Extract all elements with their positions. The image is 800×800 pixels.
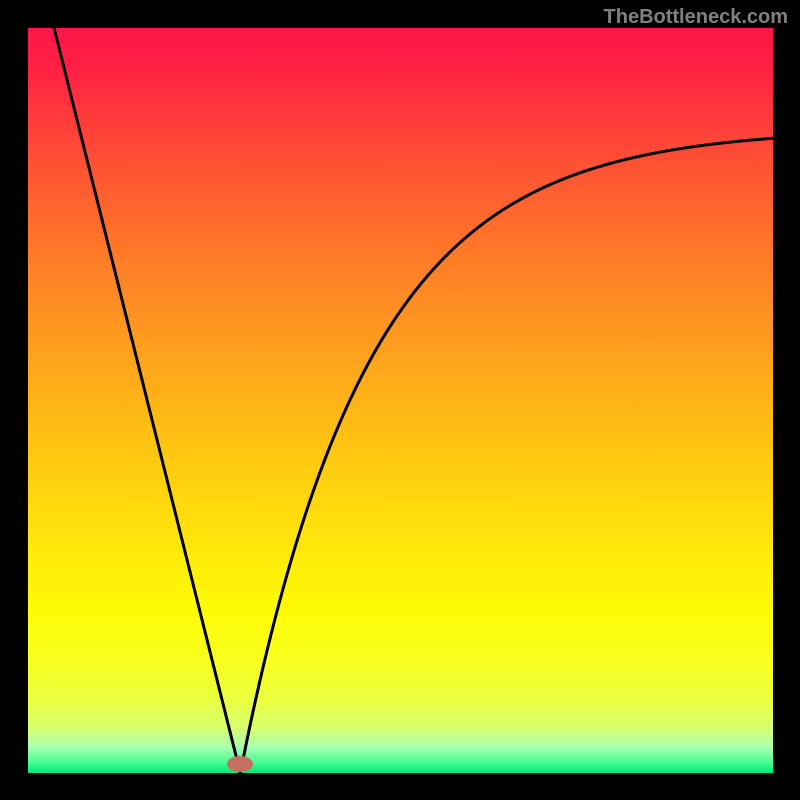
- bottleneck-curve: [0, 0, 800, 800]
- minimum-marker: [227, 756, 253, 772]
- watermark-text: TheBottleneck.com: [604, 6, 788, 29]
- chart-container: TheBottleneck.com: [0, 0, 800, 800]
